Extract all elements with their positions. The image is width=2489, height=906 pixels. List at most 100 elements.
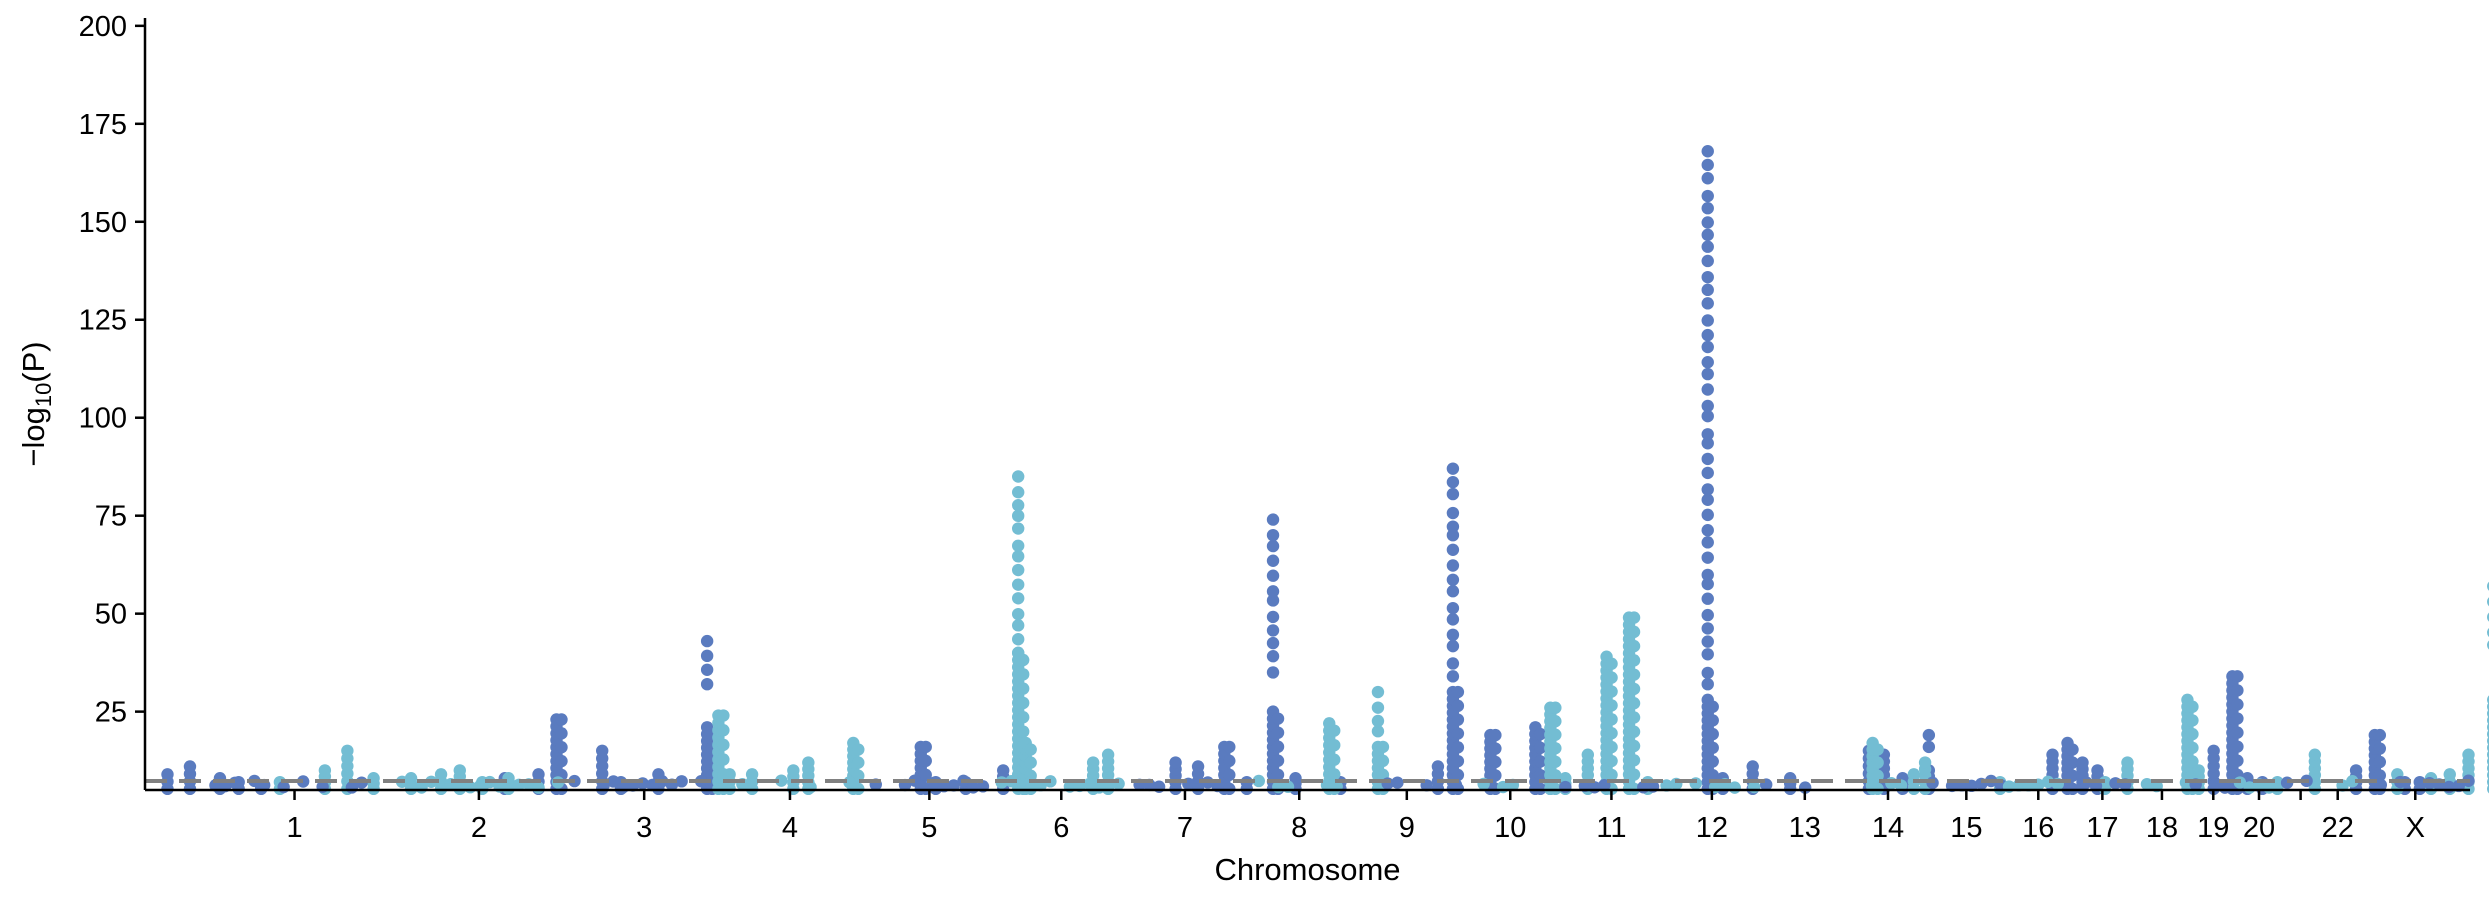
- snp-point: [1371, 685, 1385, 699]
- snp-point: [1701, 356, 1714, 369]
- snp-point: [775, 774, 788, 787]
- snp-point: [2373, 742, 2387, 755]
- snp-point: [1446, 487, 1460, 501]
- x-tick-label: 22: [2322, 812, 2354, 844]
- snp-point: [1701, 666, 1714, 680]
- snp-point: [1701, 270, 1714, 284]
- snp-point: [1016, 711, 1030, 724]
- snp-point: [1701, 493, 1714, 506]
- y-tick-label: 150: [79, 207, 127, 239]
- snp-point: [919, 754, 932, 768]
- snp-point: [607, 775, 620, 788]
- snp-point: [1701, 577, 1714, 591]
- snp-point: [1871, 743, 1884, 756]
- snp-point: [1446, 670, 1460, 683]
- x-tick-label: 12: [1696, 812, 1728, 844]
- snp-point: [1266, 610, 1280, 624]
- snp-point: [2231, 754, 2244, 767]
- snp-point: [1446, 559, 1460, 572]
- snp-point: [1266, 528, 1280, 542]
- snp-point: [1271, 712, 1285, 725]
- snp-point: [1266, 624, 1280, 637]
- snp-point: [1706, 768, 1719, 782]
- x-tick-label: 1: [286, 812, 302, 844]
- snp-point: [1627, 711, 1641, 724]
- x-tick-label: 2: [471, 812, 487, 844]
- snp-point: [434, 768, 448, 781]
- snp-point: [1011, 522, 1025, 535]
- snp-point: [1706, 714, 1719, 727]
- snp-point: [2186, 714, 2199, 727]
- snp-point: [2207, 744, 2220, 758]
- snp-point: [1701, 228, 1714, 242]
- snp-point: [1549, 728, 1562, 741]
- x-tick-label: 10: [1494, 812, 1526, 844]
- snp-point: [1271, 726, 1285, 739]
- snp-point: [1011, 592, 1025, 605]
- snp-point: [1446, 462, 1460, 475]
- snp-point: [1559, 772, 1572, 785]
- snp-point: [1011, 578, 1025, 591]
- snp-point: [1706, 741, 1719, 754]
- snp-point: [2443, 768, 2456, 781]
- snp-point: [745, 768, 759, 781]
- snp-point: [2140, 777, 2154, 791]
- snp-point: [1011, 550, 1025, 563]
- snp-point: [1446, 613, 1460, 626]
- snp-point: [1446, 585, 1460, 598]
- snp-point: [802, 756, 815, 769]
- snp-point: [1549, 755, 1562, 768]
- snp-point: [2186, 700, 2199, 713]
- snp-point: [1701, 145, 1714, 158]
- y-tick-label: 25: [95, 697, 127, 729]
- snp-point: [1446, 528, 1460, 542]
- snp-point: [1706, 700, 1719, 713]
- snp-point: [296, 775, 310, 788]
- snp-point: [1701, 428, 1714, 441]
- snp-point: [1271, 754, 1285, 767]
- snp-point: [717, 709, 730, 722]
- snp-point: [1627, 654, 1641, 667]
- snp-point: [1701, 340, 1714, 354]
- snp-point: [1011, 563, 1025, 577]
- snp-point: [1922, 728, 1936, 742]
- snp-point: [1605, 768, 1618, 782]
- snp-point: [1451, 685, 1465, 699]
- snp-point: [1252, 774, 1265, 788]
- snp-point: [1266, 513, 1280, 526]
- snp-point: [852, 756, 865, 769]
- snp-point: [1223, 768, 1236, 782]
- snp-point: [1011, 633, 1025, 646]
- x-axis-title: Chromosome: [1214, 852, 1400, 887]
- snp-point: [2346, 775, 2359, 788]
- snp-point: [1011, 646, 1025, 660]
- y-ticks: 25 50 75 100 125 150 175 200: [79, 11, 145, 729]
- snp-point: [555, 741, 568, 754]
- snp-point: [1701, 635, 1714, 648]
- snp-point: [1451, 713, 1465, 726]
- snp-point: [1865, 779, 1879, 792]
- snp-point: [717, 723, 730, 737]
- snp-point: [1371, 701, 1385, 714]
- snp-point: [1701, 508, 1714, 522]
- snp-point: [1446, 475, 1460, 489]
- snp-point: [2066, 756, 2079, 769]
- snp-point: [919, 768, 932, 782]
- snp-point: [318, 764, 332, 777]
- snp-point: [555, 727, 568, 740]
- x-tick-label: 18: [2146, 812, 2178, 844]
- snp-point: [161, 768, 174, 781]
- x-tick-label: 5: [921, 812, 937, 844]
- snp-point: [2091, 764, 2104, 777]
- snp-point: [1701, 409, 1714, 423]
- snp-point: [700, 649, 714, 663]
- x-tick-label: 13: [1789, 812, 1821, 844]
- snp-point: [2186, 741, 2199, 754]
- snp-point: [2186, 755, 2199, 768]
- snp-point: [1922, 740, 1936, 754]
- snp-point: [532, 768, 545, 781]
- snp-point: [1605, 671, 1618, 684]
- snp-point: [1376, 740, 1390, 754]
- snp-point: [1701, 648, 1714, 661]
- snp-point: [1627, 682, 1641, 696]
